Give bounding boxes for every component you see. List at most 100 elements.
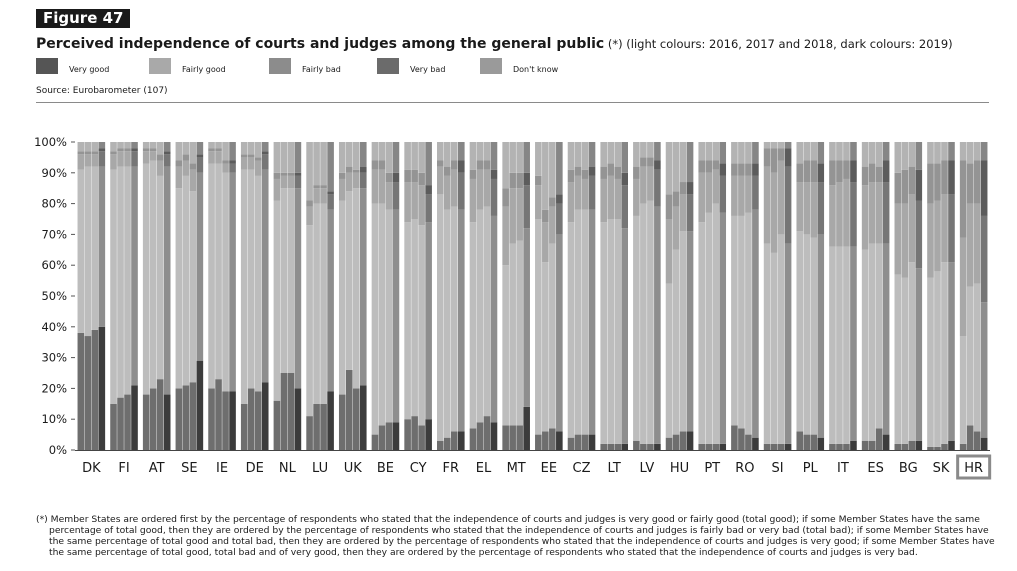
bar-segment [425, 419, 432, 450]
bar-segment [777, 443, 785, 450]
bar-segment [581, 142, 589, 170]
bar-segment [149, 148, 157, 152]
bar-segment [600, 222, 607, 444]
bar-segment [352, 188, 360, 389]
bar-segment [182, 154, 190, 161]
bar-segment [124, 148, 131, 152]
bar-segment [542, 209, 549, 223]
bar-segment [915, 142, 923, 170]
bar-segment [163, 154, 171, 167]
bar-segment [941, 443, 948, 450]
bar-segment [261, 151, 269, 155]
bar-segment [588, 142, 596, 167]
bar-segment [483, 206, 491, 417]
bar-segment [861, 166, 869, 186]
bar-segment [378, 169, 386, 204]
bar-segment [469, 428, 477, 450]
x-tick-label: SI [772, 461, 784, 476]
bar-segment [411, 182, 418, 219]
bar-segment [752, 175, 759, 210]
bar-segment [777, 234, 785, 444]
x-tick-label: LV [640, 461, 655, 476]
bar-segment [980, 215, 988, 303]
bar-segment [458, 142, 465, 161]
bar-segment [777, 160, 785, 235]
bar-segment [698, 443, 706, 450]
bar-segment [91, 142, 99, 152]
bar-segment [875, 243, 883, 429]
bar-segment [915, 169, 923, 201]
bar-segment [444, 209, 451, 438]
bar-segment [352, 172, 360, 189]
bar-segment [280, 172, 288, 176]
bar-segment [698, 172, 706, 223]
bar-segment [222, 172, 229, 392]
bar-segment [418, 425, 425, 450]
bar-segment [948, 262, 955, 441]
bar-segment [796, 231, 804, 432]
bar-segment [411, 169, 418, 183]
y-tick-label: 80% [41, 197, 67, 211]
bar-segment [131, 151, 138, 167]
bar-segment [672, 434, 680, 450]
y-tick-label: 50% [41, 289, 67, 303]
x-tick-label: FR [443, 461, 460, 476]
bar-segment [836, 160, 843, 183]
bar-segment [640, 443, 647, 450]
bar-segment [535, 142, 542, 176]
bar-segment [490, 178, 498, 216]
bar-segment [934, 271, 941, 447]
bar-segment [567, 222, 575, 438]
bar-segment [359, 172, 367, 189]
bar-segment [411, 219, 418, 417]
bar-segment [306, 416, 313, 450]
bar-segment [229, 391, 236, 450]
bar-segment [588, 175, 596, 210]
bar-segment [948, 142, 955, 161]
bar-segment [77, 169, 85, 333]
bar-segment [948, 440, 955, 450]
bar-segment [941, 194, 948, 263]
bar-segment [763, 142, 771, 149]
bar-segment [966, 142, 974, 164]
bar-segment [338, 142, 346, 173]
bar-segment [469, 222, 477, 429]
bar-segment [966, 163, 974, 204]
bar-segment [679, 194, 687, 232]
bar-segment [556, 194, 563, 204]
bar-segment [378, 203, 386, 426]
bar-segment [156, 154, 164, 161]
bar-segment [163, 394, 171, 450]
bar-segment [973, 431, 981, 450]
bar-segment [91, 151, 99, 155]
bar-segment [175, 160, 183, 167]
bar-segment [705, 160, 713, 173]
bar-segment [516, 172, 523, 189]
bar-segment [738, 215, 745, 429]
bar-segment [91, 154, 99, 167]
bar-segment [502, 425, 509, 450]
bar-segment [908, 166, 916, 195]
title-line: Perceived independence of courts and jud… [36, 33, 953, 52]
legend-swatch [269, 58, 291, 74]
bar-segment [502, 142, 509, 189]
bar-segment [338, 178, 346, 201]
bar-segment [731, 425, 738, 450]
bar-segment [385, 182, 393, 210]
bar-segment [861, 440, 869, 450]
bar-segment [327, 142, 334, 192]
bar-segment [352, 142, 360, 170]
bar-segment [810, 160, 818, 183]
bar-segment [509, 425, 516, 450]
bar-segment [359, 142, 367, 167]
bar-segment [875, 166, 883, 183]
bar-segment [110, 142, 117, 152]
bar-segment [516, 142, 523, 173]
bar-segment [679, 142, 687, 183]
bar-segment [77, 332, 85, 450]
bar-segment [345, 369, 353, 450]
bar-segment [745, 212, 752, 435]
bar-segment [110, 169, 117, 404]
bar-segment [574, 142, 582, 167]
bar-segment [836, 443, 843, 450]
